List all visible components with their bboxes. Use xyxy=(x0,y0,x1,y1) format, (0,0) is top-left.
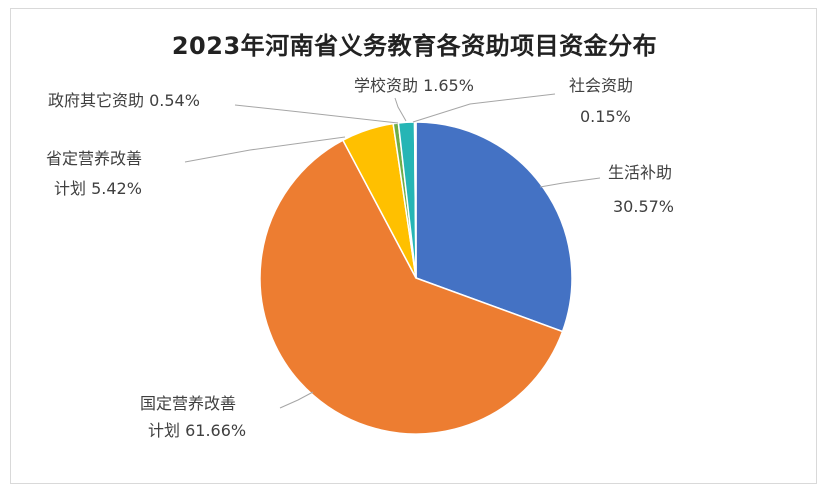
label-shenghuo-name: 生活补助 xyxy=(608,163,673,182)
label-shehui-value: 0.15% xyxy=(580,107,631,126)
label-xuexiao: 学校资助 1.65% xyxy=(354,76,474,95)
chart-title: 2023年河南省义务教育各资助项目资金分布 xyxy=(171,32,658,60)
label-guoding-line1: 国定营养改善 xyxy=(140,394,237,413)
pie-slice-guoding xyxy=(259,139,564,435)
pie-slice-shenghuo xyxy=(415,121,573,333)
label-zhengfu: 政府其它资助 0.54% xyxy=(48,91,200,110)
leader-line-shehui xyxy=(412,93,556,123)
label-shengding-line1: 省定营养改善 xyxy=(46,149,143,168)
label-shenghuo-value: 30.57% xyxy=(613,197,675,216)
leader-line-shenghuo xyxy=(539,177,601,188)
leader-line-guoding xyxy=(279,391,314,409)
leader-line-shengding xyxy=(184,136,346,163)
leader-line-xuexiao xyxy=(394,97,407,122)
leader-line-zhengfu xyxy=(234,104,399,124)
label-shengding-line2: 计划 5.42% xyxy=(54,179,142,198)
label-shehui-name: 社会资助 xyxy=(569,76,634,95)
label-guoding-line2: 计划 61.66% xyxy=(148,421,247,440)
